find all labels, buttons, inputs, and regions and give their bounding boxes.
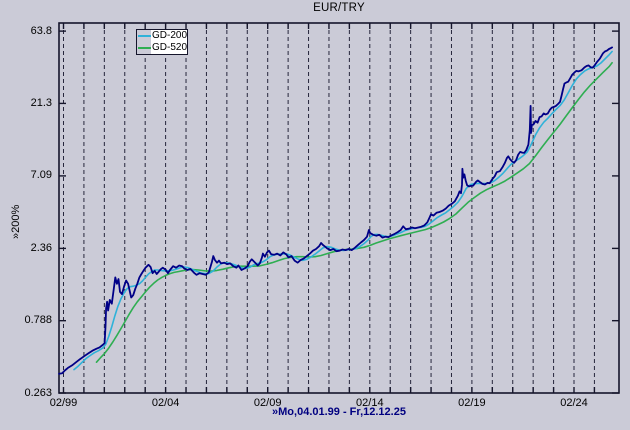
y-tick-label: 63.8 xyxy=(30,24,52,37)
x-tick-label: 02/24 xyxy=(560,397,588,409)
price-series-line xyxy=(58,46,613,375)
plot-border xyxy=(58,22,620,394)
x-tick-label: 02/14 xyxy=(356,397,384,409)
gd520-series-line xyxy=(95,61,613,364)
x-tick-label: 02/09 xyxy=(253,397,282,409)
gd200-series-line xyxy=(73,50,613,371)
legend-label-gd520: GD-520 xyxy=(151,42,188,54)
y-tick-label: 0.788 xyxy=(24,314,52,327)
y-tick-label: 2.36 xyxy=(30,241,52,254)
y-tick-label: 0.263 xyxy=(24,386,52,399)
x-tick-label: 02/99 xyxy=(49,397,78,409)
gd520-line-swatch xyxy=(138,47,151,49)
legend-row-gd200: GD-200 xyxy=(137,30,187,42)
legend-label-gd200: GD-200 xyxy=(151,30,188,42)
y-axis-unit-label: »200% xyxy=(10,204,22,239)
legend: GD-200 GD-520 xyxy=(136,29,188,55)
x-tick-label: 02/04 xyxy=(151,397,180,409)
chart-title: EUR/TRY xyxy=(313,2,365,14)
legend-row-gd520: GD-520 xyxy=(137,42,187,54)
y-tick-label: 21.3 xyxy=(30,96,52,109)
gd200-line-swatch xyxy=(138,35,151,37)
y-tick-label: 7.09 xyxy=(30,169,52,182)
x-tick-label: 02/19 xyxy=(458,397,486,409)
date-range-caption: »Mo,04.01.99 - Fr,12.12.25 xyxy=(272,406,406,418)
